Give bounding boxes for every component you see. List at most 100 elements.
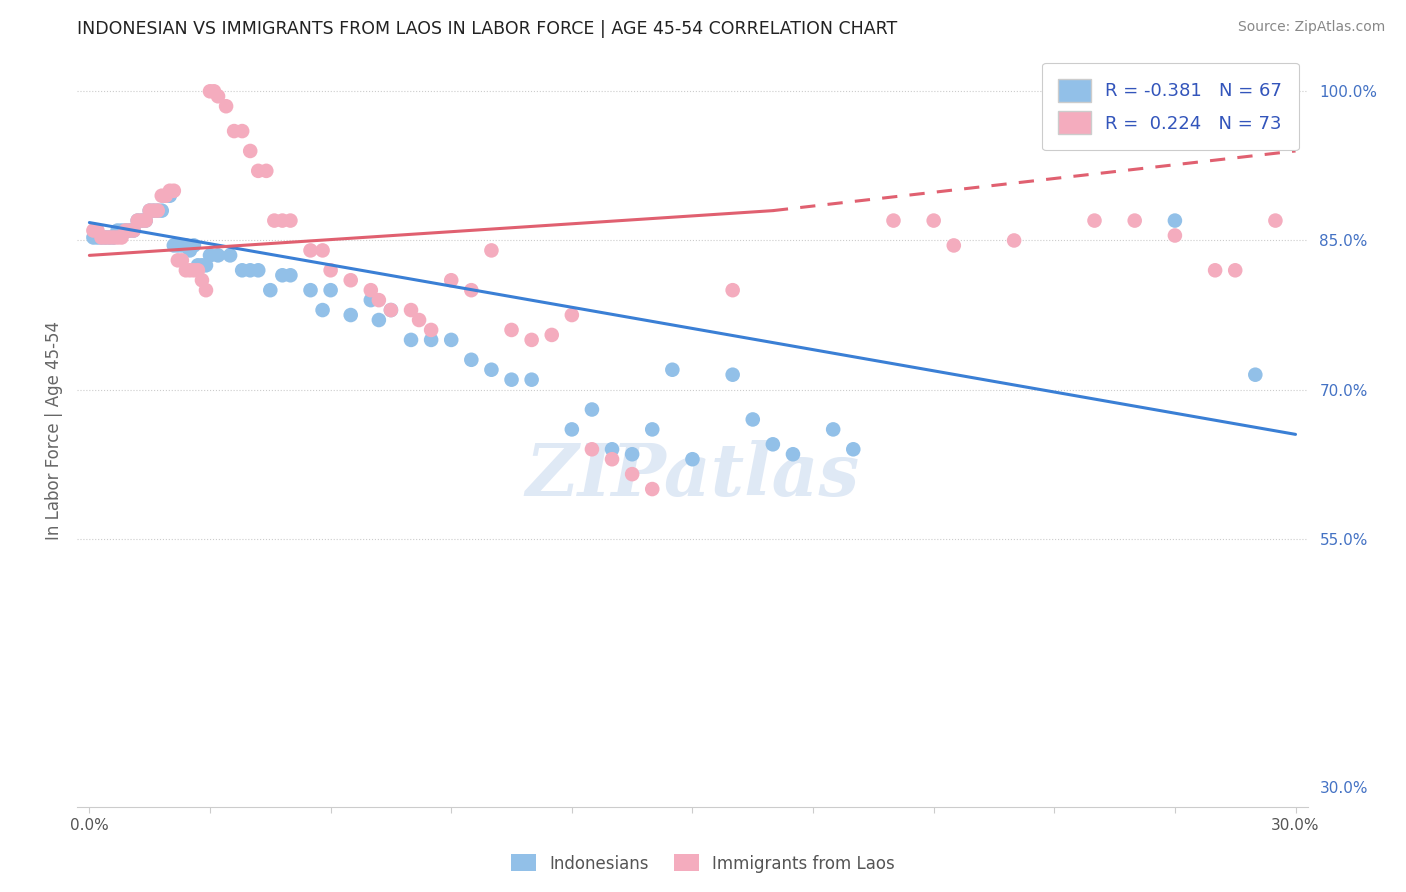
Point	[721, 283, 744, 297]
Point	[195, 258, 218, 272]
Point	[118, 223, 141, 237]
Point	[202, 84, 225, 98]
Point	[380, 303, 402, 318]
Point	[207, 89, 229, 103]
Point	[98, 230, 121, 244]
Point	[122, 223, 145, 237]
Point	[114, 223, 136, 237]
Point	[191, 273, 214, 287]
Text: INDONESIAN VS IMMIGRANTS FROM LAOS IN LABOR FORCE | AGE 45-54 CORRELATION CHART: INDONESIAN VS IMMIGRANTS FROM LAOS IN LA…	[77, 20, 897, 37]
Point	[183, 263, 205, 277]
Point	[600, 442, 623, 457]
Point	[481, 244, 503, 258]
Point	[195, 283, 218, 297]
Point	[399, 333, 422, 347]
Point	[581, 402, 603, 417]
Point	[682, 452, 704, 467]
Point	[1164, 228, 1187, 243]
Point	[150, 188, 173, 202]
Point	[198, 248, 221, 262]
Point	[540, 327, 562, 342]
Point	[170, 253, 193, 268]
Point	[561, 308, 583, 322]
Point	[215, 99, 238, 113]
Point	[82, 223, 104, 237]
Point	[142, 203, 165, 218]
Point	[520, 373, 543, 387]
Point	[90, 230, 112, 244]
Point	[219, 248, 242, 262]
Point	[86, 230, 108, 244]
Point	[741, 412, 763, 426]
Point	[247, 164, 270, 178]
Point	[224, 124, 246, 138]
Point	[339, 273, 361, 287]
Legend: Indonesians, Immigrants from Laos: Indonesians, Immigrants from Laos	[505, 847, 901, 880]
Point	[299, 244, 322, 258]
Point	[187, 258, 209, 272]
Point	[1225, 263, 1247, 277]
Point	[155, 188, 177, 202]
Y-axis label: In Labor Force | Age 45-54: In Labor Force | Age 45-54	[45, 321, 63, 540]
Point	[103, 230, 125, 244]
Point	[207, 248, 229, 262]
Point	[762, 437, 785, 451]
Point	[641, 482, 664, 496]
Point	[166, 238, 188, 252]
Point	[107, 223, 129, 237]
Point	[103, 230, 125, 244]
Point	[90, 230, 112, 244]
Point	[86, 223, 108, 237]
Point	[842, 442, 865, 457]
Point	[142, 203, 165, 218]
Point	[339, 308, 361, 322]
Point	[118, 223, 141, 237]
Point	[150, 203, 173, 218]
Point	[561, 422, 583, 436]
Point	[280, 213, 302, 227]
Text: ZIPatlas: ZIPatlas	[526, 440, 859, 511]
Point	[170, 238, 193, 252]
Point	[174, 263, 197, 277]
Point	[191, 258, 214, 272]
Point	[138, 203, 160, 218]
Point	[399, 303, 422, 318]
Point	[163, 238, 186, 252]
Point	[360, 293, 382, 307]
Point	[271, 213, 294, 227]
Text: Source: ZipAtlas.com: Source: ZipAtlas.com	[1237, 20, 1385, 34]
Point	[922, 213, 945, 227]
Point	[420, 323, 443, 337]
Legend: R = -0.381   N = 67, R =  0.224   N = 73: R = -0.381 N = 67, R = 0.224 N = 73	[1042, 62, 1299, 151]
Point	[127, 213, 149, 227]
Point	[179, 263, 201, 277]
Point	[520, 333, 543, 347]
Point	[159, 184, 181, 198]
Point	[122, 223, 145, 237]
Point	[460, 283, 482, 297]
Point	[183, 238, 205, 252]
Point	[163, 184, 186, 198]
Point	[319, 283, 342, 297]
Point	[581, 442, 603, 457]
Point	[360, 283, 382, 297]
Point	[1244, 368, 1267, 382]
Point	[259, 283, 281, 297]
Point	[621, 447, 644, 461]
Point	[159, 188, 181, 202]
Point	[823, 422, 845, 436]
Point	[127, 213, 149, 227]
Point	[98, 230, 121, 244]
Point	[247, 263, 270, 277]
Point	[782, 447, 804, 461]
Point	[198, 84, 221, 98]
Point	[263, 213, 285, 227]
Point	[600, 452, 623, 467]
Point	[299, 283, 322, 297]
Point	[501, 323, 523, 337]
Point	[420, 333, 443, 347]
Point	[882, 213, 904, 227]
Point	[138, 203, 160, 218]
Point	[1204, 263, 1226, 277]
Point	[110, 230, 132, 244]
